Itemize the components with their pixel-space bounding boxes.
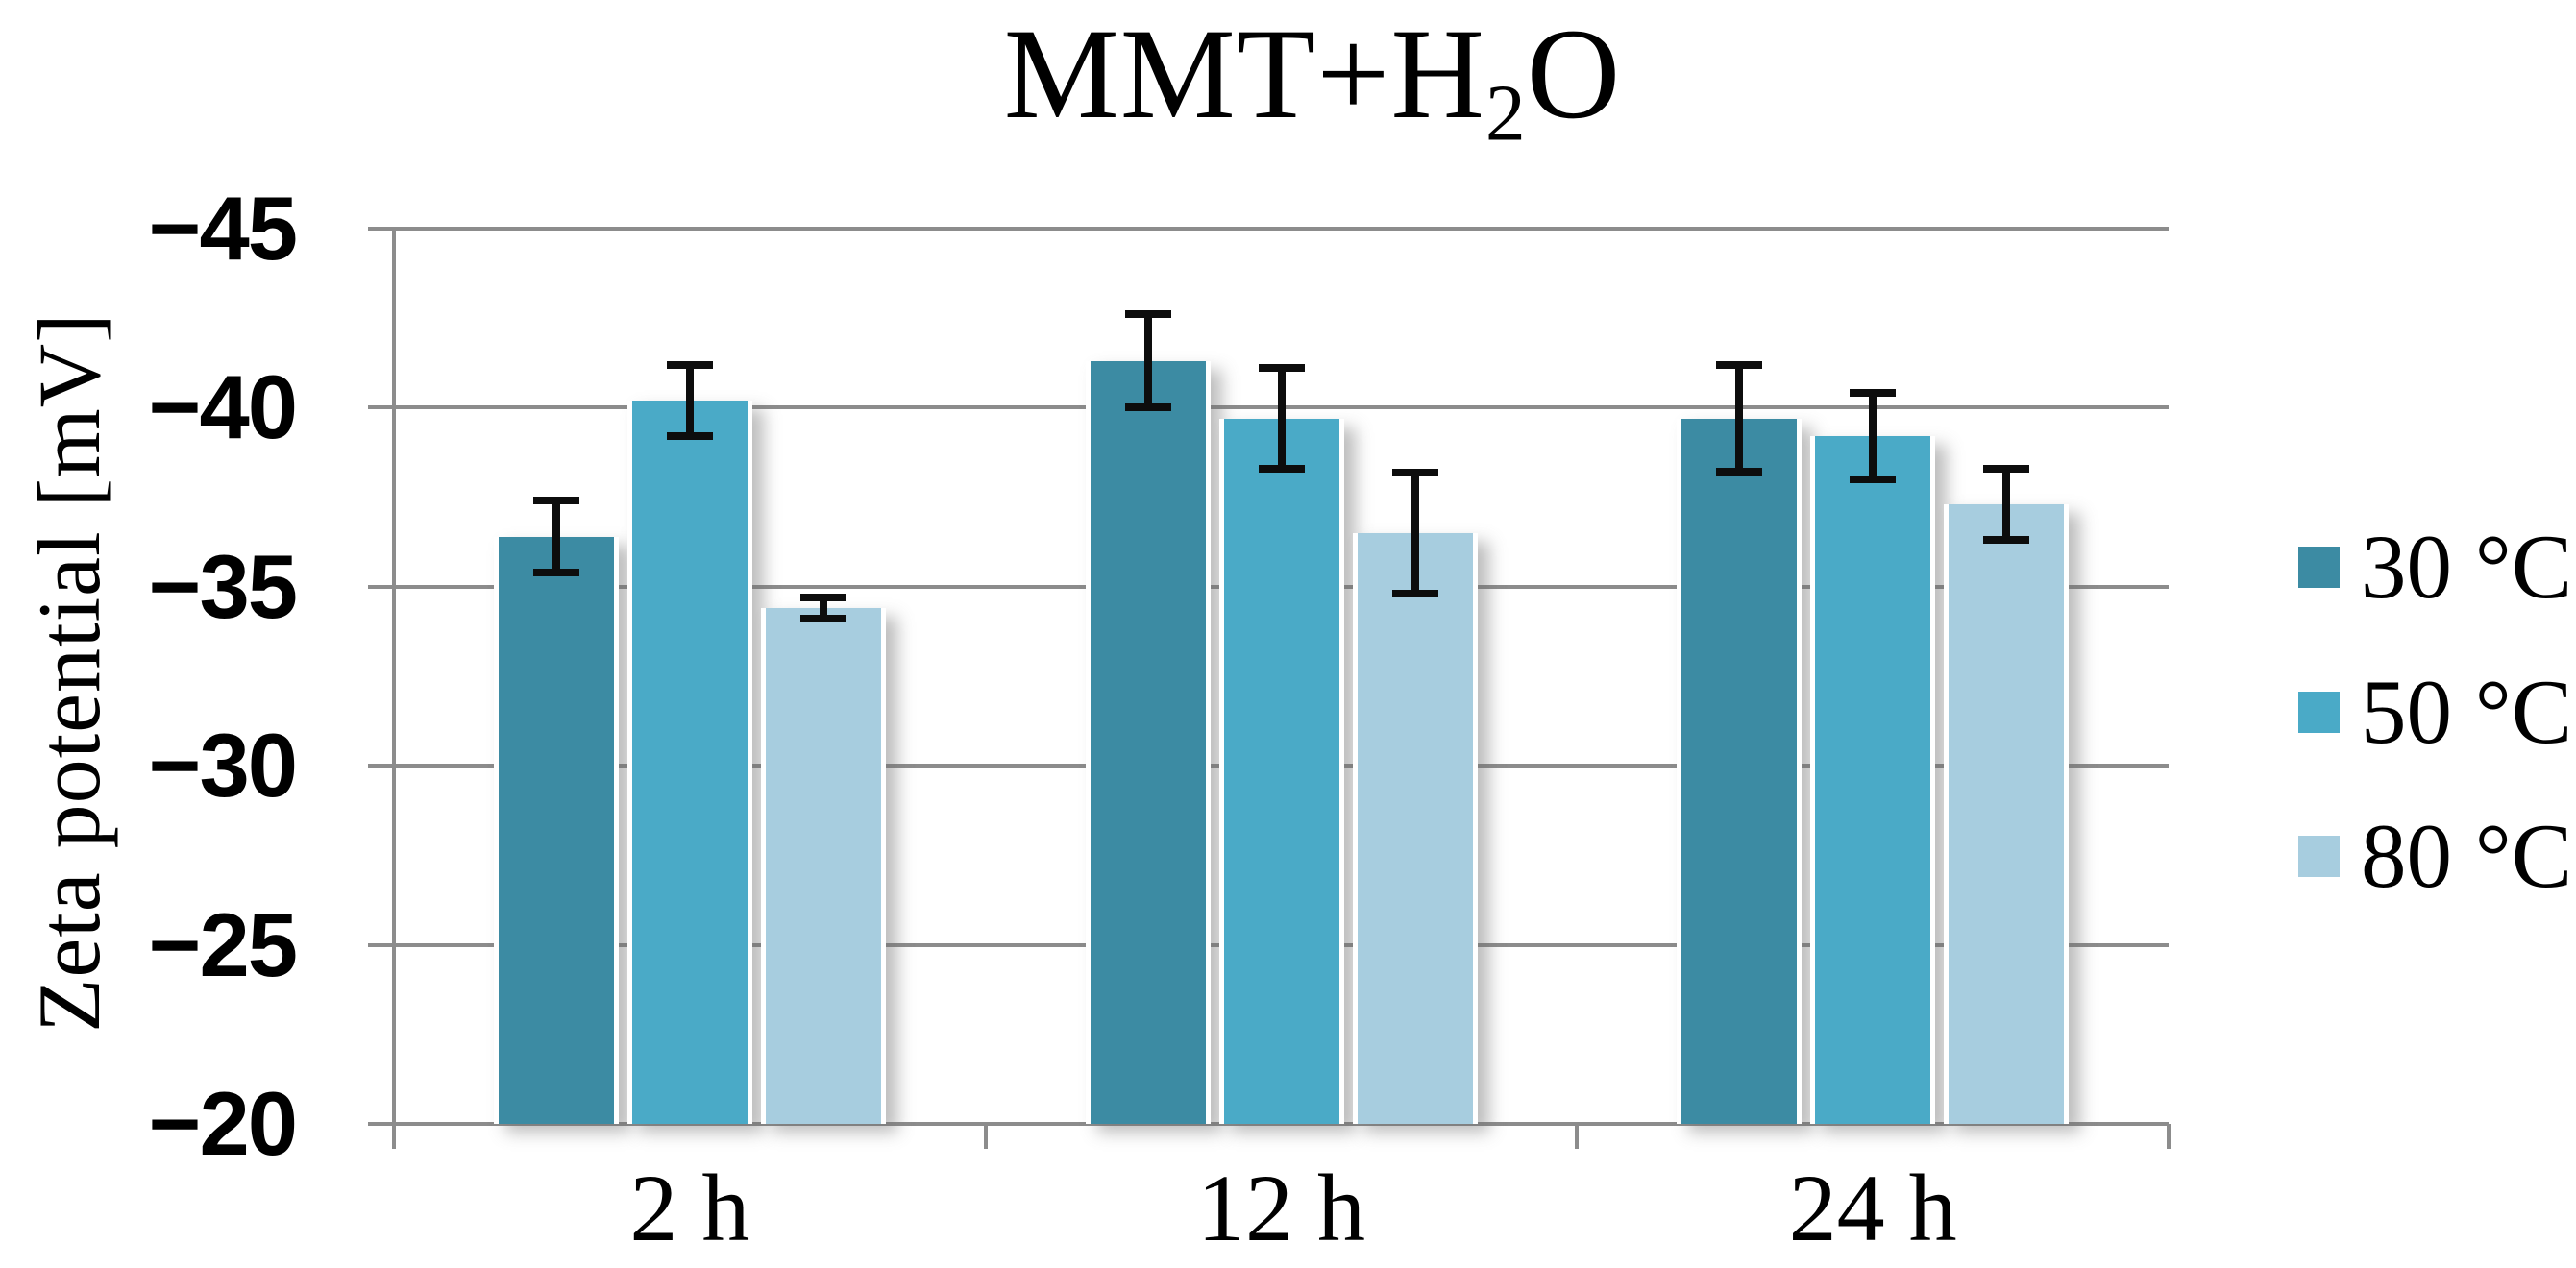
legend-swatch-icon: [2298, 835, 2340, 877]
error-bar-cap-top: [1124, 310, 1171, 319]
legend-label: 30 °C: [2361, 516, 2573, 618]
bar-2h-80°C: [760, 608, 886, 1124]
error-bar-cap-top: [1391, 468, 1438, 476]
error-bar: [666, 360, 713, 441]
x-axis-tick: [1575, 1124, 1580, 1149]
bar-2h-50°C: [626, 400, 752, 1124]
legend-label: 50 °C: [2361, 661, 2573, 763]
legend-item-80°C: 80 °C: [2298, 805, 2572, 907]
error-bar-cap-top: [799, 593, 846, 601]
error-bar: [1983, 464, 2030, 545]
bar-24h-80°C: [1944, 504, 2070, 1124]
y-tick-label-35: −35: [148, 535, 298, 637]
x-tick-label-24h: 24 h: [1788, 1155, 1957, 1261]
error-bar: [532, 497, 579, 576]
error-bar-stem: [2002, 464, 2011, 545]
error-bar-cap-bottom: [532, 568, 579, 576]
error-bar-stem: [1277, 364, 1286, 473]
x-tick-label-2h: 2 h: [629, 1155, 750, 1261]
chart-title-text-end: O: [1526, 3, 1622, 146]
error-bar-stem: [685, 360, 694, 441]
chart-title-subscript: 2: [1484, 68, 1527, 158]
error-bar-cap-top: [666, 360, 713, 369]
error-bar-stem: [1735, 360, 1744, 476]
x-axis-tick: [2167, 1124, 2171, 1149]
bar-12h-30°C: [1085, 360, 1211, 1124]
error-bar: [1850, 389, 1897, 483]
legend-swatch-icon: [2298, 691, 2340, 733]
y-tick-label-25: −25: [148, 893, 298, 995]
error-bar-stem: [1143, 310, 1152, 412]
legend-swatch-icon: [2298, 546, 2340, 588]
bar-2h-30°C: [493, 536, 619, 1124]
y-tick-label-30: −30: [148, 715, 298, 817]
legend-item-50°C: 50 °C: [2298, 661, 2572, 763]
error-bar: [1391, 468, 1438, 598]
y-tick-label-20: −20: [148, 1073, 298, 1174]
x-tick-label-12h: 12 h: [1197, 1155, 1365, 1261]
chart-title: MMT+H2O: [1004, 8, 1622, 181]
error-bar-cap-top: [1850, 389, 1897, 398]
y-tick-label-40: −40: [148, 356, 298, 458]
gridline-20: [368, 1122, 2169, 1126]
error-bar-cap-bottom: [1124, 403, 1171, 412]
error-bar: [1124, 310, 1171, 412]
error-bar-cap-bottom: [1983, 536, 2030, 545]
y-tick-label-45: −45: [148, 178, 298, 279]
gridline-40: [368, 405, 2169, 410]
bar-24h-50°C: [1810, 436, 1936, 1124]
error-bar-stem: [1411, 468, 1419, 598]
error-bar-stem: [1869, 389, 1877, 483]
error-bar-cap-bottom: [1716, 468, 1763, 476]
error-bar-stem: [552, 497, 560, 576]
error-bar-stem: [819, 593, 827, 623]
legend-item-30°C: 30 °C: [2298, 516, 2572, 618]
error-bar-cap-top: [1258, 364, 1305, 373]
error-bar-cap-bottom: [799, 615, 846, 623]
error-bar-cap-bottom: [1850, 475, 1897, 483]
y-axis-line: [392, 229, 396, 1149]
error-bar-cap-top: [532, 497, 579, 505]
error-bar: [1258, 364, 1305, 473]
error-bar-cap-top: [1716, 360, 1763, 369]
x-axis-tick: [983, 1124, 988, 1149]
chart-title-text: MMT+H: [1003, 3, 1485, 146]
bar-24h-30°C: [1677, 418, 1803, 1124]
error-bar: [799, 593, 846, 623]
error-bar-cap-bottom: [1258, 464, 1305, 473]
gridline-45: [368, 227, 2169, 231]
error-bar-cap-top: [1983, 464, 2030, 473]
bar-12h-50°C: [1218, 418, 1344, 1124]
bar-12h-80°C: [1352, 532, 1478, 1124]
plot-area: 2 h 12 h 24 h: [368, 227, 2171, 1258]
error-bar: [1716, 360, 1763, 476]
error-bar-cap-bottom: [1391, 590, 1438, 598]
legend-label: 80 °C: [2361, 805, 2573, 907]
error-bar-cap-bottom: [666, 432, 713, 441]
